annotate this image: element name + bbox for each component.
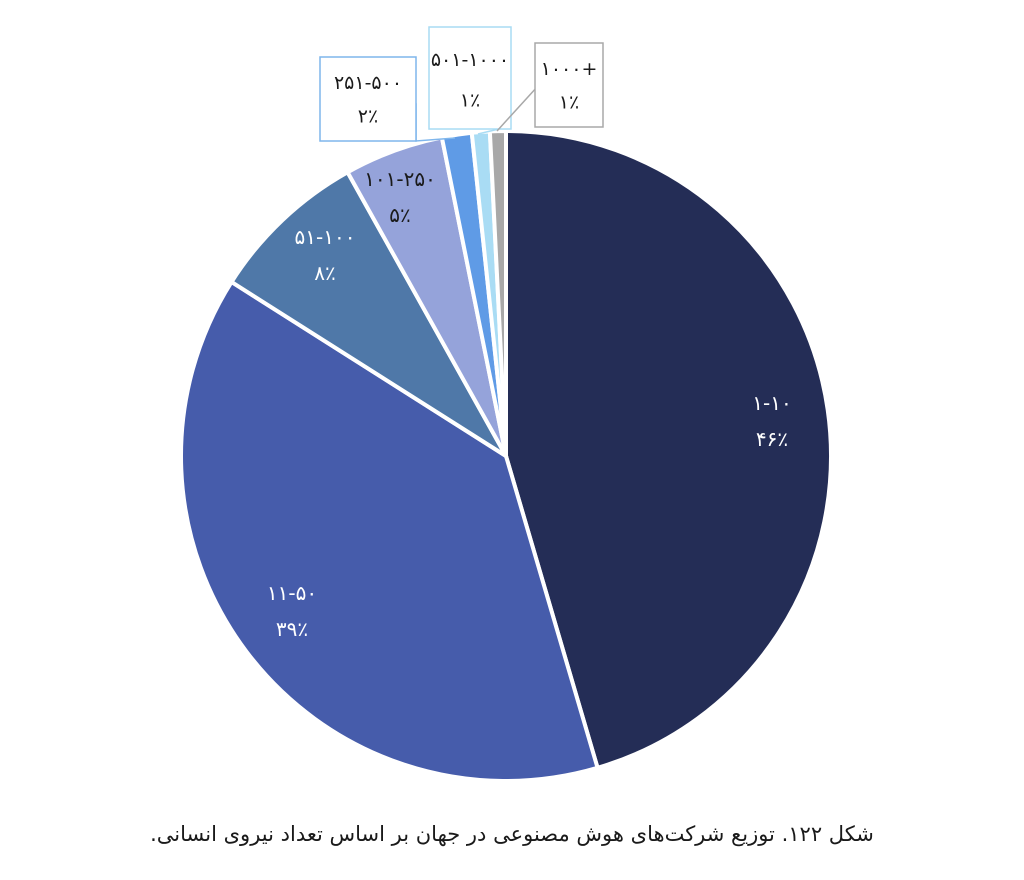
slice-label-2: ۱۱-۵۰ <box>267 581 317 605</box>
callout-6: ۵۰۱-۱۰۰۰ ۱٪ <box>428 26 512 135</box>
callout-box-6 <box>428 26 512 130</box>
slice-percent-1: ۴۶٪ <box>756 427 788 451</box>
slice-label-3: ۵۱-۱۰۰ <box>295 225 356 249</box>
slice-percent-4: ۵٪ <box>389 203 410 227</box>
callout-5: ۲۵۱-۵۰۰ ۲٪ <box>319 56 456 142</box>
callout-box-7 <box>534 42 604 128</box>
slice-percent-5: ۲٪ <box>358 106 378 128</box>
pie-slice-3 <box>229 170 508 458</box>
callout-leader-6 <box>477 128 499 135</box>
slice-percent-3: ۸٪ <box>314 261 335 285</box>
pie-slice-2 <box>179 279 600 783</box>
slice-label-4: ۱۰۱-۲۵۰ <box>364 167 436 191</box>
slice-percent-2: ۳۹٪ <box>276 617 308 641</box>
callout-box-5 <box>319 56 417 142</box>
slice-label-5: ۲۵۱-۵۰۰ <box>334 72 402 94</box>
callout-7: ۱۰۰۰+ ۱٪ <box>496 42 604 132</box>
slice-label-1: ۱-۱۰ <box>752 391 791 415</box>
slice-label-7: ۱۰۰۰+ <box>541 58 598 80</box>
pie-slice-1 <box>504 129 833 770</box>
slice-label-6: ۵۰۱-۱۰۰۰ <box>431 49 509 71</box>
slice-percent-7: ۱٪ <box>559 92 579 114</box>
callout-leader-7 <box>496 88 536 132</box>
figure-caption: شکل ۱۲۲. توزیع شرکت‌های هوش مصنوعی در جه… <box>150 822 874 846</box>
pie-chart: ۱-۱۰۴۶٪۱۱-۵۰۳۹٪۵۱-۱۰۰۸٪۱۰۱-۲۵۰۵٪۲۵۱-۵۰۰۲… <box>179 26 833 783</box>
slice-percent-6: ۱٪ <box>460 90 480 112</box>
